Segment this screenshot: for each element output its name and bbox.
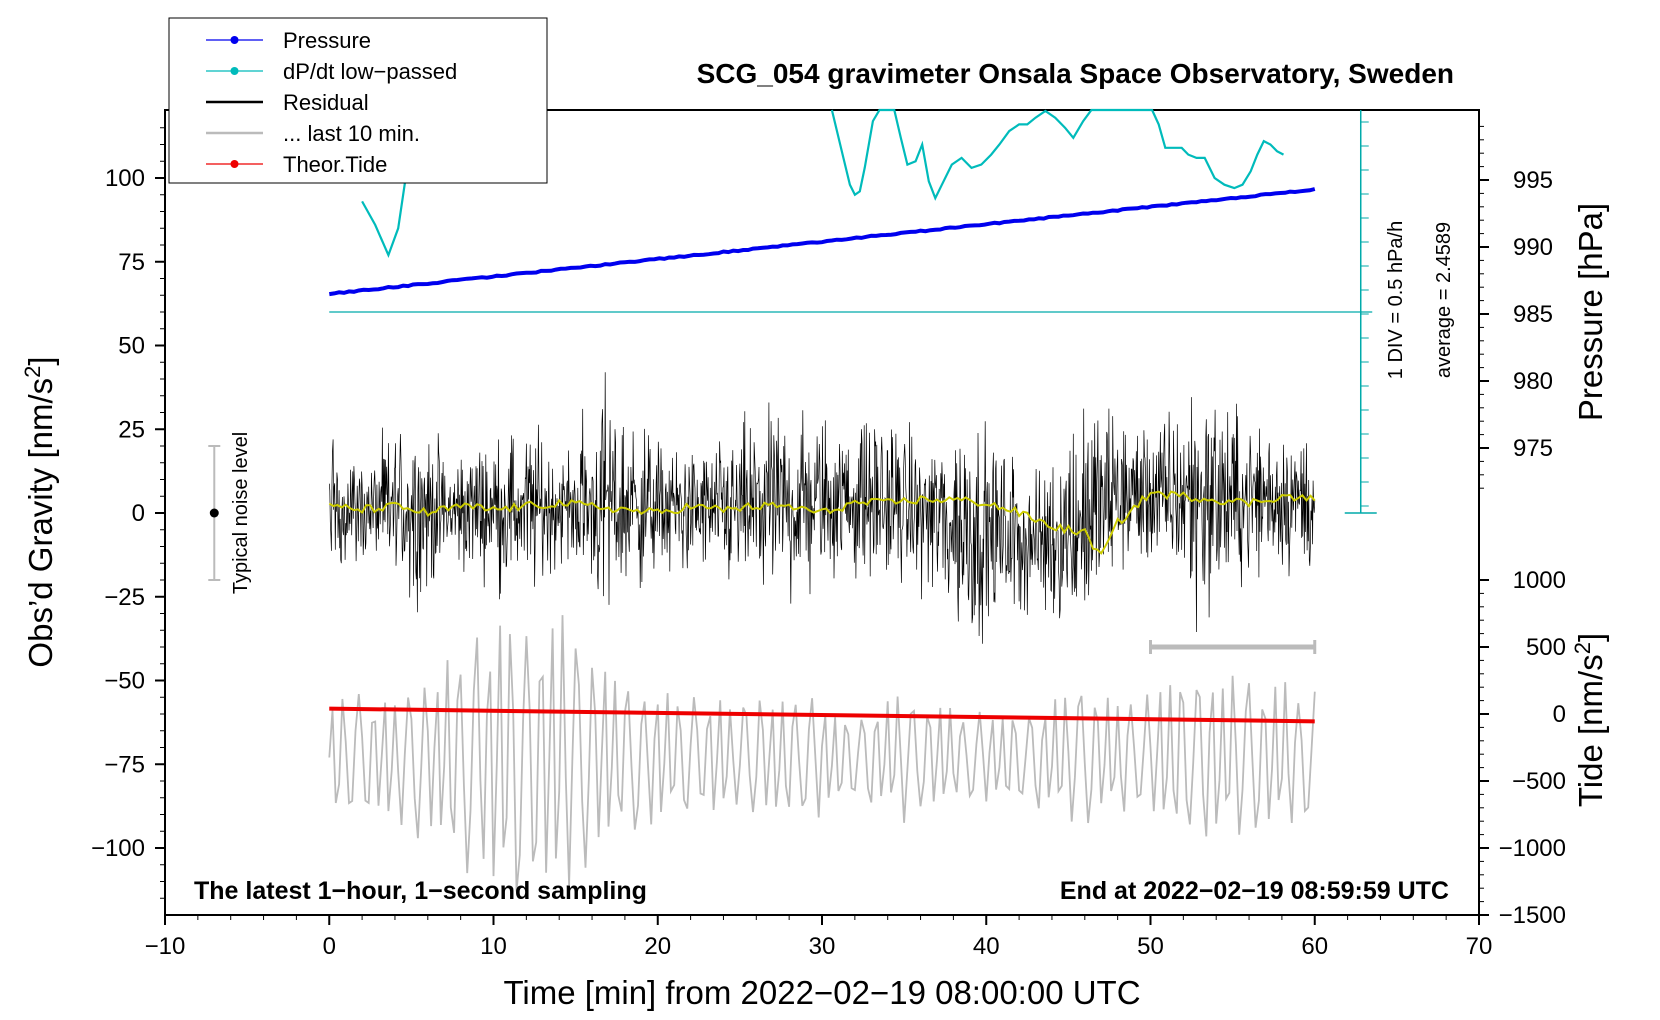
left-axis-title-sup: 2 bbox=[20, 366, 45, 378]
left-tick-label: 0 bbox=[132, 500, 145, 527]
left-tick-label: 50 bbox=[118, 333, 145, 360]
dpdt-line-segment-2 bbox=[830, 108, 1285, 201]
legend: Pressure dP/dt low−passed Residual ... last… bbox=[168, 17, 548, 184]
pressure-axis-title: Pressure [hPa] bbox=[1572, 203, 1609, 421]
legend-label: ... last 10 min. bbox=[283, 121, 420, 146]
legend-label: dP/dt low−passed bbox=[283, 59, 457, 84]
last-10-min-line bbox=[328, 615, 1316, 892]
noise-dot bbox=[209, 508, 219, 518]
legend-label: Theor.Tide bbox=[283, 152, 387, 177]
annotation-sampling: The latest 1−hour, 1−second sampling bbox=[194, 877, 647, 905]
tide-tick-label: 1000 bbox=[1513, 567, 1566, 594]
tide-axis-title-sup: 2 bbox=[1570, 642, 1595, 654]
x-tick-label: 40 bbox=[973, 933, 1000, 960]
left-tick-label: −50 bbox=[104, 668, 145, 695]
x-axis-ticks: −10 0 10 20 30 40 50 60 70 bbox=[145, 915, 1493, 960]
x-tick-label: −10 bbox=[145, 933, 186, 960]
pressure-line bbox=[329, 187, 1316, 297]
low-passed-residual-line bbox=[328, 490, 1316, 555]
x-axis-title: Time [min] from 2022−02−19 08:00:00 UTC bbox=[503, 974, 1140, 1011]
left-tick-label: −25 bbox=[104, 584, 145, 611]
theor-tide-line bbox=[329, 706, 1315, 724]
legend-label: Pressure bbox=[283, 28, 371, 53]
tide-tick-label: 500 bbox=[1526, 634, 1566, 661]
x-tick-label: 30 bbox=[809, 933, 836, 960]
legend-marker bbox=[230, 36, 239, 44]
left-axis-ticks: −100 −75 −50 −25 0 25 50 75 100 bbox=[91, 127, 165, 899]
tide-tick-label: −1000 bbox=[1499, 835, 1566, 862]
tide-tick-label: 0 bbox=[1553, 701, 1566, 728]
pressure-tick-label: 985 bbox=[1513, 301, 1553, 328]
tide-axis-ticks: −1500 −1000 −500 0 500 1000 bbox=[1479, 567, 1566, 929]
pressure-tick-label: 990 bbox=[1513, 234, 1553, 261]
legend-label: Residual bbox=[283, 90, 369, 115]
left-tick-label: 75 bbox=[118, 249, 145, 276]
pressure-tick-label: 980 bbox=[1513, 368, 1553, 395]
x-tick-label: 70 bbox=[1466, 933, 1493, 960]
residual-line bbox=[328, 372, 1316, 644]
left-tick-label: −75 bbox=[104, 751, 145, 778]
series-layer bbox=[328, 108, 1373, 892]
left-tick-label: 25 bbox=[118, 416, 145, 443]
dpdt-scale-label: 1 DIV = 0.5 hPa/h bbox=[1385, 221, 1407, 379]
noise-level-label: Typical noise level bbox=[230, 432, 252, 594]
chart-title: SCG_054 gravimeter Onsala Space Observat… bbox=[697, 58, 1454, 89]
tide-axis-title: Tide [nm/s2] bbox=[1570, 633, 1609, 807]
pressure-tick-label: 975 bbox=[1513, 435, 1553, 462]
annotation-end-time: End at 2022−02−19 08:59:59 UTC bbox=[1060, 877, 1449, 905]
x-tick-label: 20 bbox=[644, 933, 671, 960]
legend-marker bbox=[230, 160, 239, 168]
x-tick-label: 60 bbox=[1301, 933, 1328, 960]
legend-marker bbox=[230, 67, 239, 75]
left-tick-label: 100 bbox=[105, 165, 145, 192]
tide-tick-label: −1500 bbox=[1499, 902, 1566, 929]
noise-level-marker bbox=[208, 445, 221, 581]
pressure-tick-label: 995 bbox=[1513, 167, 1553, 194]
x-tick-label: 10 bbox=[480, 933, 507, 960]
x-tick-label: 0 bbox=[323, 933, 336, 960]
left-tick-label: −100 bbox=[91, 835, 145, 862]
dpdt-average-label: average = 2.4589 bbox=[1433, 222, 1455, 378]
pressure-axis-ticks: 975 980 985 990 995 bbox=[1479, 125, 1553, 489]
x-tick-label: 50 bbox=[1137, 933, 1164, 960]
legend-box bbox=[168, 17, 548, 184]
left-axis-title: Obs’d Gravity [nm/s2] bbox=[20, 356, 59, 667]
tide-tick-label: −500 bbox=[1512, 768, 1566, 795]
